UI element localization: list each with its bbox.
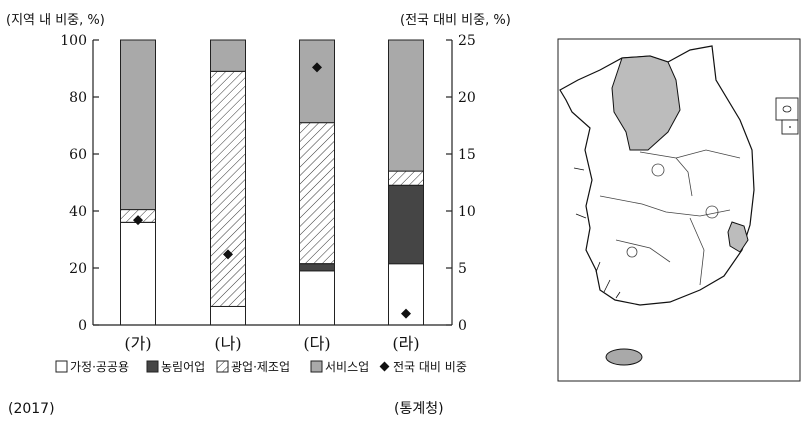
footer-source: (통계청): [394, 401, 444, 417]
highlighted-region-east: [727, 221, 749, 253]
bar-segment-industry: [299, 122, 335, 265]
highlighted-region-north: [611, 55, 681, 151]
bar-segment-household: [120, 221, 156, 326]
bar-segment-service: [388, 39, 424, 172]
bar-segment-household: [299, 270, 335, 326]
category-label: (나): [214, 334, 241, 353]
right-tick-label: 15: [458, 147, 476, 163]
point-marker: [133, 215, 143, 226]
city-boundary-1: [651, 163, 665, 177]
point-marker: [312, 62, 322, 73]
bar-segment-household: [210, 305, 246, 326]
left-axis-ticks: 0 20 40 60 80 100: [60, 33, 99, 334]
bar-segment-agri: [299, 263, 335, 272]
left-tick-label: 20: [69, 261, 87, 277]
bar-segment-service: [299, 39, 335, 124]
korea-map: [557, 38, 801, 382]
category-label: (다): [303, 334, 330, 353]
point-marker: [223, 249, 233, 260]
bar-segment-service: [210, 39, 246, 72]
legend-swatch-agri: [146, 360, 159, 373]
islands-west-south: [573, 167, 621, 299]
legend-marker-diamond: [379, 361, 390, 372]
dokdo-island: [789, 126, 791, 128]
bar-segment-agri: [388, 184, 424, 265]
bars: [120, 39, 424, 326]
legend-label-household: 가정·공공용: [70, 360, 129, 374]
ulleung-island: [782, 105, 792, 113]
bar-segment-industry: [210, 70, 246, 307]
bar-segment-service: [120, 39, 156, 211]
right-tick-label: 10: [458, 204, 476, 220]
point-marker: [401, 308, 411, 319]
city-boundary-2: [705, 205, 719, 219]
category-label: (가): [124, 334, 151, 353]
left-tick-label: 40: [69, 204, 87, 220]
data-points: [133, 62, 411, 319]
category-label: (라): [392, 334, 419, 353]
jeju-island: [605, 348, 643, 366]
legend-swatch-service: [310, 360, 323, 373]
left-tick-label: 80: [69, 90, 87, 106]
legend-label-agri: 농림어업: [161, 360, 205, 374]
category-labels: (가) (나) (다) (라): [124, 334, 419, 353]
left-axis-title: (지역 내 비중, %): [6, 13, 105, 28]
legend-swatch-industry: [216, 360, 229, 373]
right-axis-ticks: 0 5 10 15 20 25: [446, 33, 476, 334]
legend-swatch-household: [55, 360, 68, 373]
legend: 가정·공공용 농림어업 광업·제조업 서비스업 전국 대비 비중: [55, 360, 467, 374]
right-tick-label: 20: [458, 90, 476, 106]
legend-label-service: 서비스업: [325, 360, 369, 374]
legend-label-points: 전국 대비 비중: [393, 360, 467, 374]
left-tick-label: 0: [78, 318, 87, 334]
legend-label-industry: 광업·제조업: [231, 360, 290, 374]
right-tick-label: 0: [458, 318, 467, 334]
province-borders: [599, 149, 741, 286]
bar-segment-industry: [388, 170, 424, 186]
left-tick-label: 100: [60, 33, 87, 49]
left-tick-label: 60: [69, 147, 87, 163]
city-boundary-3: [626, 246, 638, 258]
right-tick-label: 5: [458, 261, 467, 277]
right-axis-title: (전국 대비 비중, %): [400, 13, 511, 28]
right-tick-label: 25: [458, 33, 476, 49]
footer-year: (2017): [8, 401, 55, 417]
